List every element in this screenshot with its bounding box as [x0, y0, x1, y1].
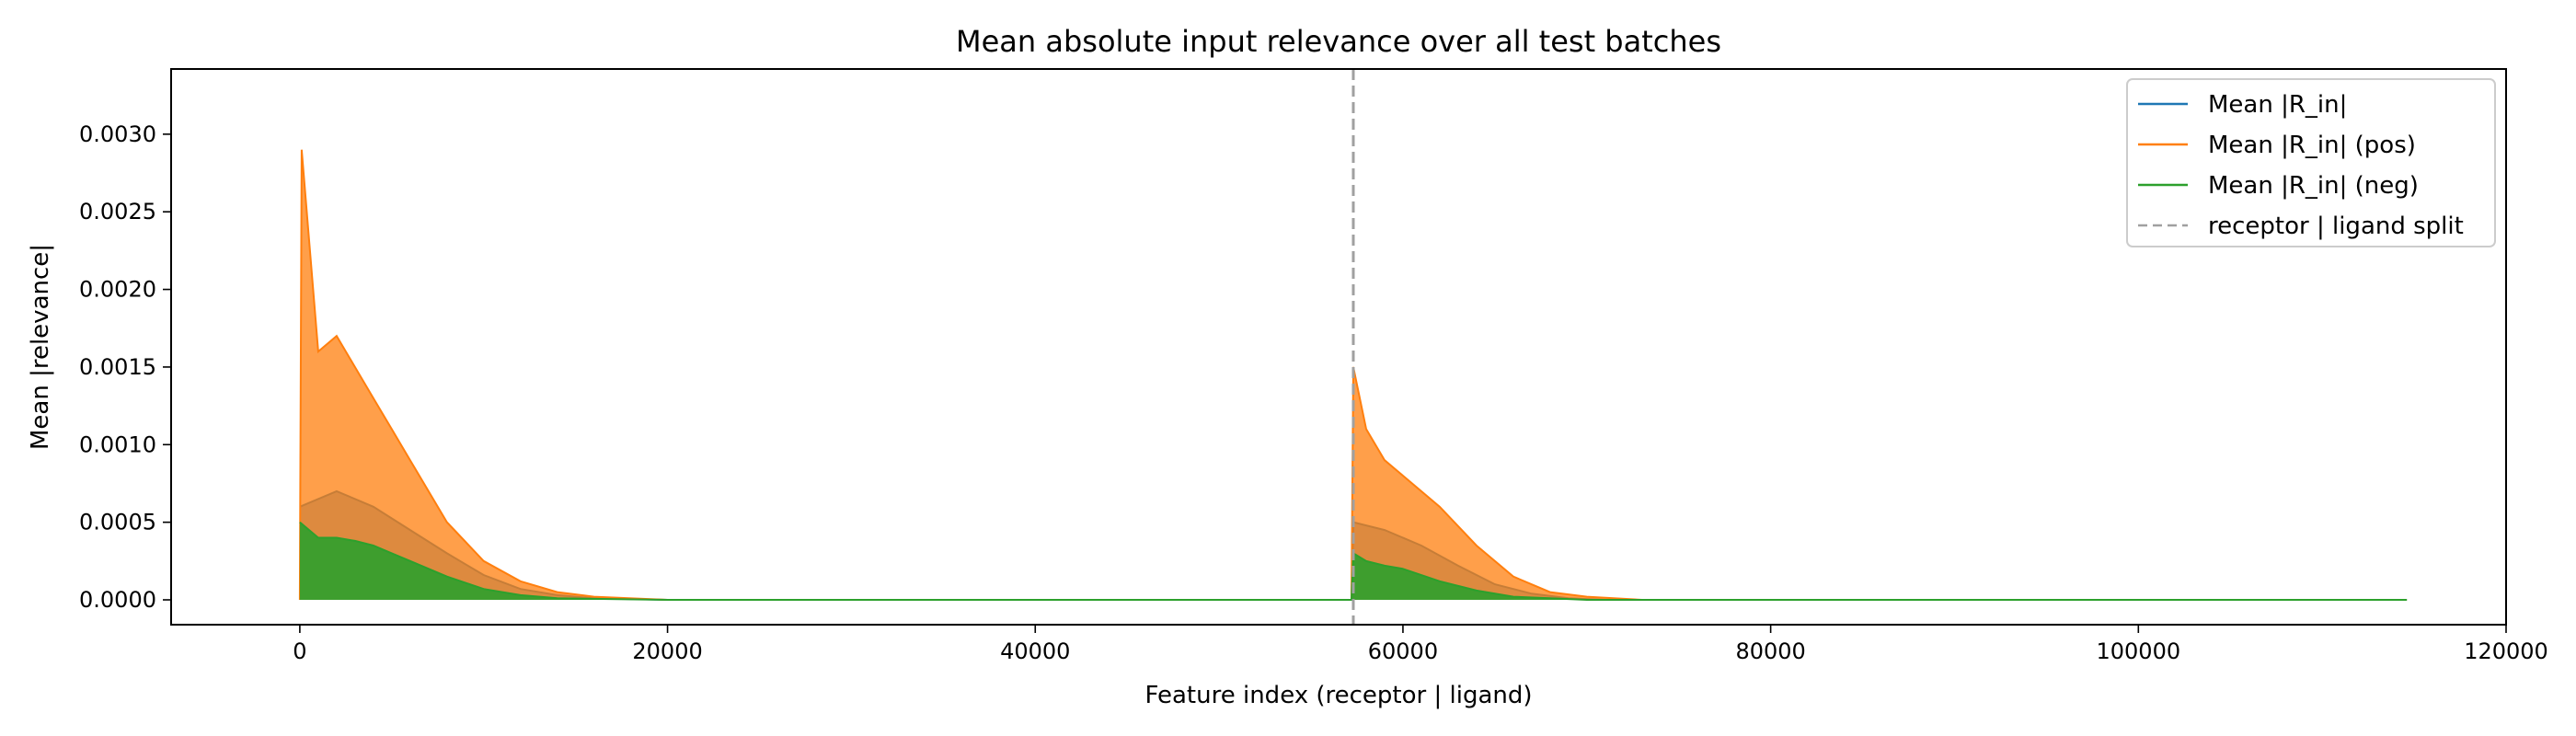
y-tick-label: 0.0030	[79, 121, 156, 147]
y-tick-label: 0.0020	[79, 277, 156, 303]
x-tick-label: 120000	[2464, 638, 2548, 664]
x-tick-label: 20000	[632, 638, 702, 664]
series-line-2	[299, 521, 2408, 601]
x-tick-label: 0	[293, 638, 306, 664]
x-axis-label: Feature index (receptor | ligand)	[1144, 682, 1532, 709]
legend: Mean |R_in| Mean |R_in| (pos) Mean |R_in| …	[2126, 78, 2496, 247]
series-line-1	[298, 149, 2408, 601]
x-tick-label: 80000	[1735, 638, 1805, 664]
x-axis: 0 20000 40000 60000 80000 100000 120000	[293, 625, 2548, 664]
plot-frame	[170, 68, 2507, 626]
legend-box	[2126, 78, 2496, 247]
legend-label-0: Mean |R_in|	[2208, 91, 2347, 119]
legend-label-1: Mean |R_in| (pos)	[2208, 132, 2416, 159]
y-axis-label: Mean |relevance|	[27, 244, 54, 450]
x-tick-label: 100000	[2097, 638, 2181, 664]
y-tick-label: 0.0000	[79, 587, 156, 613]
x-tick-label: 60000	[1368, 638, 1438, 664]
y-tick-label: 0.0025	[79, 199, 156, 224]
legend-label-3: receptor | ligand split	[2208, 213, 2464, 240]
legend-label-2: Mean |R_in| (neg)	[2208, 172, 2419, 200]
y-tick-label: 0.0005	[79, 510, 156, 535]
y-axis: 0.0000 0.0005 0.0010 0.0015 0.0020 0.0025 0.00…	[79, 121, 171, 613]
y-tick-label: 0.0015	[79, 354, 156, 380]
chart-title: Mean absolute input relevance over all t…	[956, 24, 1721, 59]
y-tick-label: 0.0010	[79, 431, 156, 457]
x-tick-label: 40000	[1000, 638, 1070, 664]
